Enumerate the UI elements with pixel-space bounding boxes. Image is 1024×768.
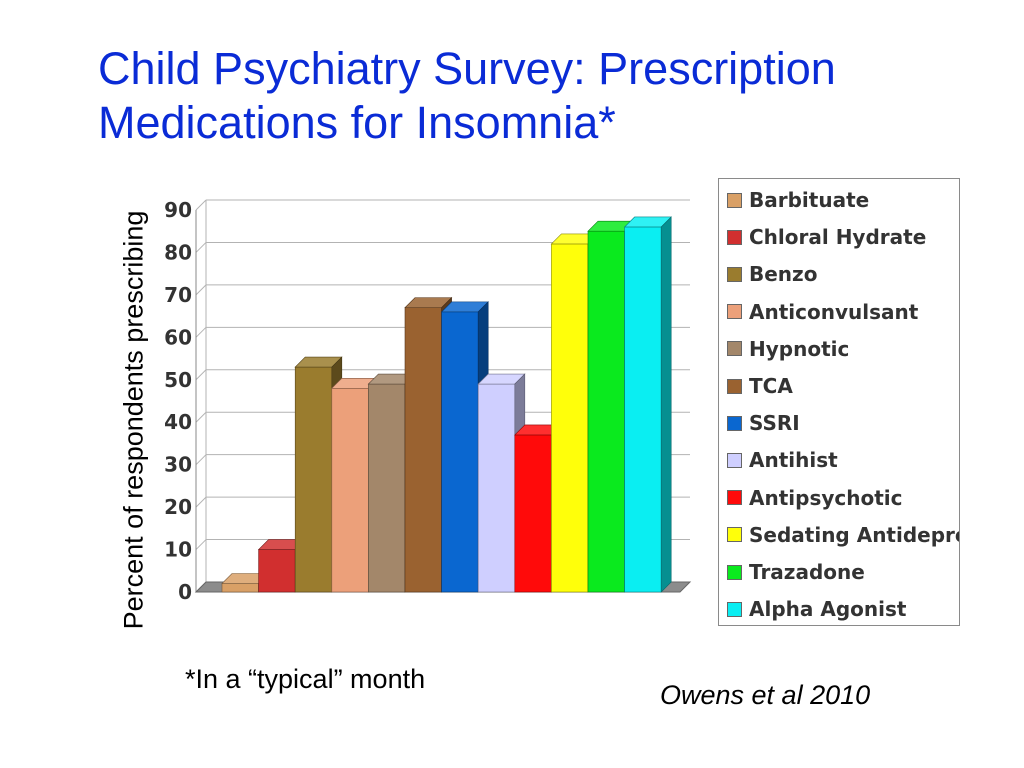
legend-label: Barbituate (749, 188, 870, 212)
y-tick-label: 70 (164, 283, 192, 307)
legend-swatch (727, 341, 742, 357)
y-axis-label: Percent of respondents prescribing (118, 210, 149, 630)
legend-item: Benzo (727, 261, 817, 287)
legend-swatch (727, 601, 742, 617)
gridline-side (195, 496, 207, 508)
bar-antipsychotic (514, 434, 552, 593)
y-tick-label: 10 (164, 538, 192, 562)
legend-label: Benzo (749, 262, 818, 287)
gridline-side (195, 539, 207, 550)
legend-swatch (727, 192, 742, 208)
y-tick-label: 0 (178, 580, 192, 604)
legend-label: Trazadone (749, 560, 865, 584)
legend-swatch (727, 452, 742, 468)
bar-hypnotic (368, 383, 406, 593)
legend-label: Sedating Antidepressant (749, 522, 959, 547)
gridline-side (195, 369, 207, 381)
gridline-side (195, 454, 207, 466)
legend-swatch (727, 564, 742, 580)
legend-item: Anticonvulsant (727, 299, 918, 325)
legend-item: Barbituate (727, 187, 869, 213)
bar-antihist (477, 383, 516, 593)
legend-swatch (727, 304, 742, 320)
bar-chloral-hydrate (258, 549, 296, 593)
legend-label: Antipsychotic (749, 485, 903, 510)
legend-label: Anticonvulsant (749, 299, 919, 324)
legend-item: Antihist (727, 447, 838, 473)
citation: Owens et al 2010 (660, 680, 871, 710)
y-tick-label: 50 (164, 368, 192, 392)
gridline-side (195, 284, 207, 296)
legend-label: SSRI (749, 411, 800, 436)
y-tick-label: 40 (164, 410, 192, 434)
y-tick-label: 80 (164, 240, 192, 264)
legend-label: TCA (749, 374, 793, 398)
legend-item: Antipsychotic (727, 485, 903, 511)
legend-label: Hypnotic (749, 336, 850, 361)
legend-item: Chloral Hydrate (727, 224, 926, 250)
bar-trazadone (587, 230, 625, 593)
y-tick-label: 90 (164, 198, 192, 222)
bar-benzo (294, 366, 333, 593)
bar-tca (404, 307, 442, 593)
gridline-side (195, 242, 207, 253)
legend-swatch (727, 490, 742, 506)
legend-label: Alpha Agonist (749, 597, 907, 622)
y-tick-label: 30 (164, 453, 192, 477)
gridline-side (195, 411, 207, 423)
bar-alpha-agonist (624, 226, 662, 593)
gridline-side (195, 326, 207, 338)
legend-item: Trazadone (727, 559, 865, 585)
chart-legend: Barbituate Chloral Hydrate Benzo Anticonvul… (718, 178, 960, 626)
legend-item: Hypnotic (727, 336, 849, 362)
legend-swatch (727, 527, 742, 543)
bar-sedating-antidepressant (551, 243, 589, 593)
legend-item: TCA (727, 373, 793, 399)
legend-item: Alpha Agonist (727, 596, 906, 622)
slide-title-line-2: Medications for Insomnia* (98, 97, 616, 148)
legend-item: SSRI (727, 410, 800, 436)
y-tick-label: 60 (164, 325, 192, 349)
gridline-side (195, 199, 207, 211)
slide-title-line-1: Child Psychiatry Survey: Prescription (98, 43, 836, 94)
legend-swatch (727, 378, 742, 394)
legend-item: Sedating Antidepressant (727, 522, 959, 548)
legend-label: Antihist (749, 448, 838, 473)
legend-swatch (727, 229, 742, 245)
bar-ssri (441, 311, 479, 593)
legend-swatch (727, 266, 742, 282)
bar-anticonvulsant (331, 387, 369, 593)
bar-side (660, 216, 672, 593)
slide-title: Child Psychiatry Survey: Prescription Me… (98, 42, 998, 150)
footnote: *In a “typical” month (185, 664, 426, 694)
bar-barbituate (221, 583, 259, 593)
y-tick-label: 20 (164, 495, 192, 519)
legend-swatch (727, 415, 742, 431)
legend-label: Chloral Hydrate (749, 225, 927, 250)
